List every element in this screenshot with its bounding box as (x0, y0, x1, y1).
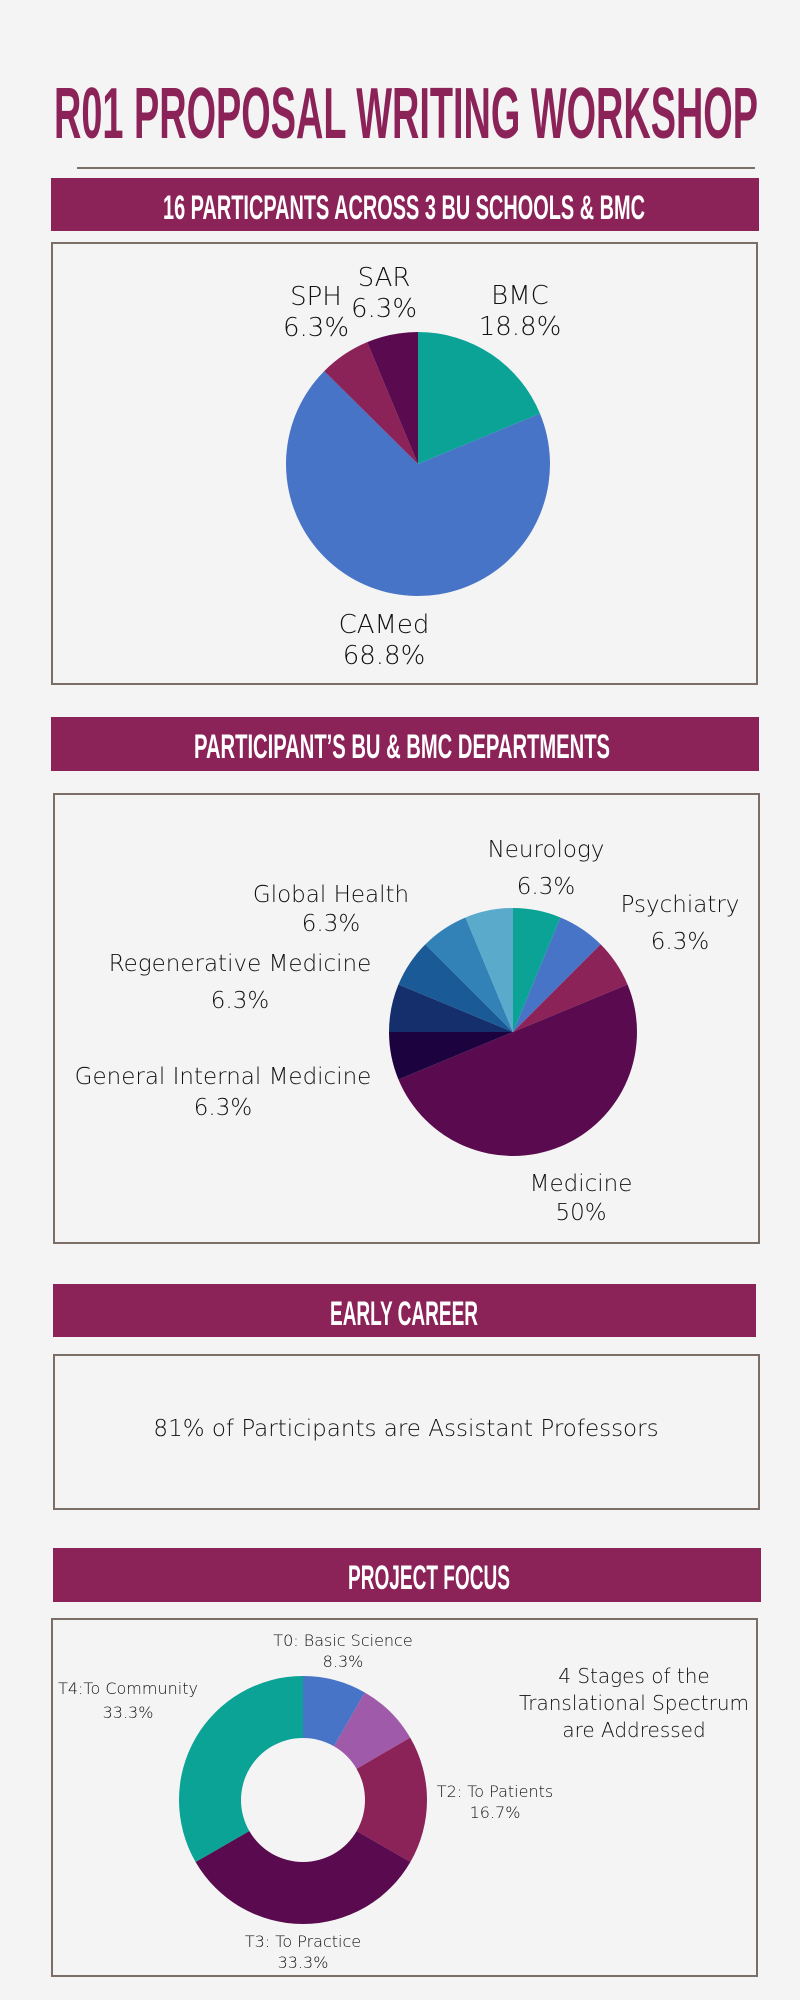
slice-label: Medicine (529, 1171, 633, 1197)
slice-value: 6.3% (516, 874, 576, 900)
schools-header: 16 PARTICPANTS ACROSS 3 BU SCHOOLS & BMC (163, 189, 645, 227)
pie-slice-camed (286, 371, 550, 596)
slice-label: Neurology (487, 837, 605, 863)
pie-slice-global-health (465, 908, 513, 1032)
slice-label: SPH (290, 282, 342, 312)
slice-label: CAMed (338, 610, 430, 640)
early-career-header-banner: EARLY CAREER (53, 1284, 756, 1337)
slice-value: 8.3% (322, 1652, 364, 1671)
departments-header-banner: PARTICIPANT’S BU & BMC DEPARTMENTS (51, 717, 759, 771)
slice-label: T4:To Community (58, 1679, 198, 1698)
pie-slice-regenerative-medicine (398, 944, 513, 1032)
slice-label: T3: To Practice (244, 1932, 362, 1951)
slice-value: 33.3% (102, 1703, 154, 1722)
label-bmc: BMC 18.8% (479, 281, 562, 343)
label-neurology: Neurology 6.3% (488, 832, 605, 906)
early-career-text: 81% of Participants are Assistant Profes… (153, 1416, 659, 1442)
page-title: R01 PROPOSAL WRITING WORKSHOP (54, 84, 758, 140)
pie-slice-t4-to-community (179, 1676, 303, 1862)
label-regenerative-medicine: Regenerative Medicine 6.3% (109, 946, 372, 1020)
pie-slice-medicine (398, 984, 637, 1156)
label-t2: T2: To Patients 16.7% (437, 1781, 553, 1823)
note-line: 4 Stages of the (558, 1664, 710, 1688)
slice-value: 68.8% (342, 641, 426, 671)
slice-label: T0: Basic Science (273, 1631, 413, 1650)
pie-slice-t2-to-patients (356, 1737, 427, 1862)
title-divider (77, 167, 755, 169)
early-career-header: EARLY CAREER (330, 1295, 478, 1333)
label-t4: T4:To Community 33.3% (58, 1677, 198, 1725)
slice-value: 6.3% (210, 988, 270, 1014)
departments-header: PARTICIPANT’S BU & BMC DEPARTMENTS (194, 728, 610, 766)
label-medicine: Medicine 50% (530, 1170, 633, 1228)
slice-value: 6.3% (282, 313, 350, 343)
pie-slice-general-internal-medicine (389, 1032, 513, 1080)
translational-note: 4 Stages of the Translational Spectrum a… (519, 1663, 749, 1744)
project-focus-box (51, 1618, 758, 1977)
pie-slice-unlabeled-7 (425, 917, 513, 1032)
pie-slice-unlabeled-1 (513, 917, 601, 1032)
pie-slice-psychiatry (513, 944, 628, 1032)
schools-header-banner: 16 PARTICPANTS ACROSS 3 BU SCHOOLS & BMC (51, 178, 759, 231)
pie-slice-t0-basic-science (303, 1676, 365, 1747)
label-t0: T0: Basic Science 8.3% (273, 1630, 412, 1672)
label-sar: SAR 6.3% (351, 263, 417, 325)
pie-slice-sar (367, 332, 418, 464)
pie-slice-neurology (513, 908, 561, 1032)
slice-value: 6.3% (650, 929, 710, 955)
pie-slice-unlabeled-1 (333, 1692, 411, 1769)
slice-label: Regenerative Medicine (108, 951, 372, 977)
slice-label: SAR (357, 263, 411, 293)
label-camed: CAMed 68.8% (339, 610, 430, 672)
slice-label: BMC (491, 281, 549, 311)
page-title-text: R01 PROPOSAL WRITING WORKSHOP (54, 84, 758, 140)
project-focus-header: PROJECT FOCUS (348, 1559, 510, 1597)
early-career-box (53, 1354, 760, 1510)
pie-slice-t3-to-practice (195, 1831, 411, 1924)
label-general-internal-medicine: General Internal Medicine 6.3% (75, 1062, 372, 1124)
departments-chart-box (53, 793, 760, 1244)
slice-label: T2: To Patients (436, 1782, 554, 1801)
slice-value: 6.3% (301, 911, 361, 937)
note-line: Translational Spectrum (518, 1691, 750, 1715)
pie-slice-bmc (418, 332, 540, 464)
project-focus-header-banner: PROJECT FOCUS (53, 1548, 761, 1602)
slice-value: 33.3% (277, 1953, 329, 1972)
label-psychiatry: Psychiatry 6.3% (621, 887, 740, 961)
slice-value: 6.3% (350, 294, 418, 324)
slice-value: 18.8% (478, 312, 562, 342)
slice-value: 6.3% (193, 1095, 253, 1121)
label-global-health: Global Health 6.3% (253, 881, 409, 939)
slice-value: 50% (555, 1200, 607, 1226)
pie-slice-unlabeled-5 (389, 984, 513, 1032)
label-sph: SPH 6.3% (283, 282, 349, 344)
slice-label: Psychiatry (620, 892, 740, 918)
schools-chart-box (51, 242, 758, 685)
note-line: are Addressed (562, 1718, 706, 1742)
label-t3: T3: To Practice 33.3% (245, 1931, 361, 1973)
slice-label: General Internal Medicine (74, 1064, 372, 1090)
pie-slice-sph (324, 342, 418, 464)
slice-label: Global Health (252, 882, 410, 908)
slice-value: 16.7% (469, 1803, 521, 1822)
